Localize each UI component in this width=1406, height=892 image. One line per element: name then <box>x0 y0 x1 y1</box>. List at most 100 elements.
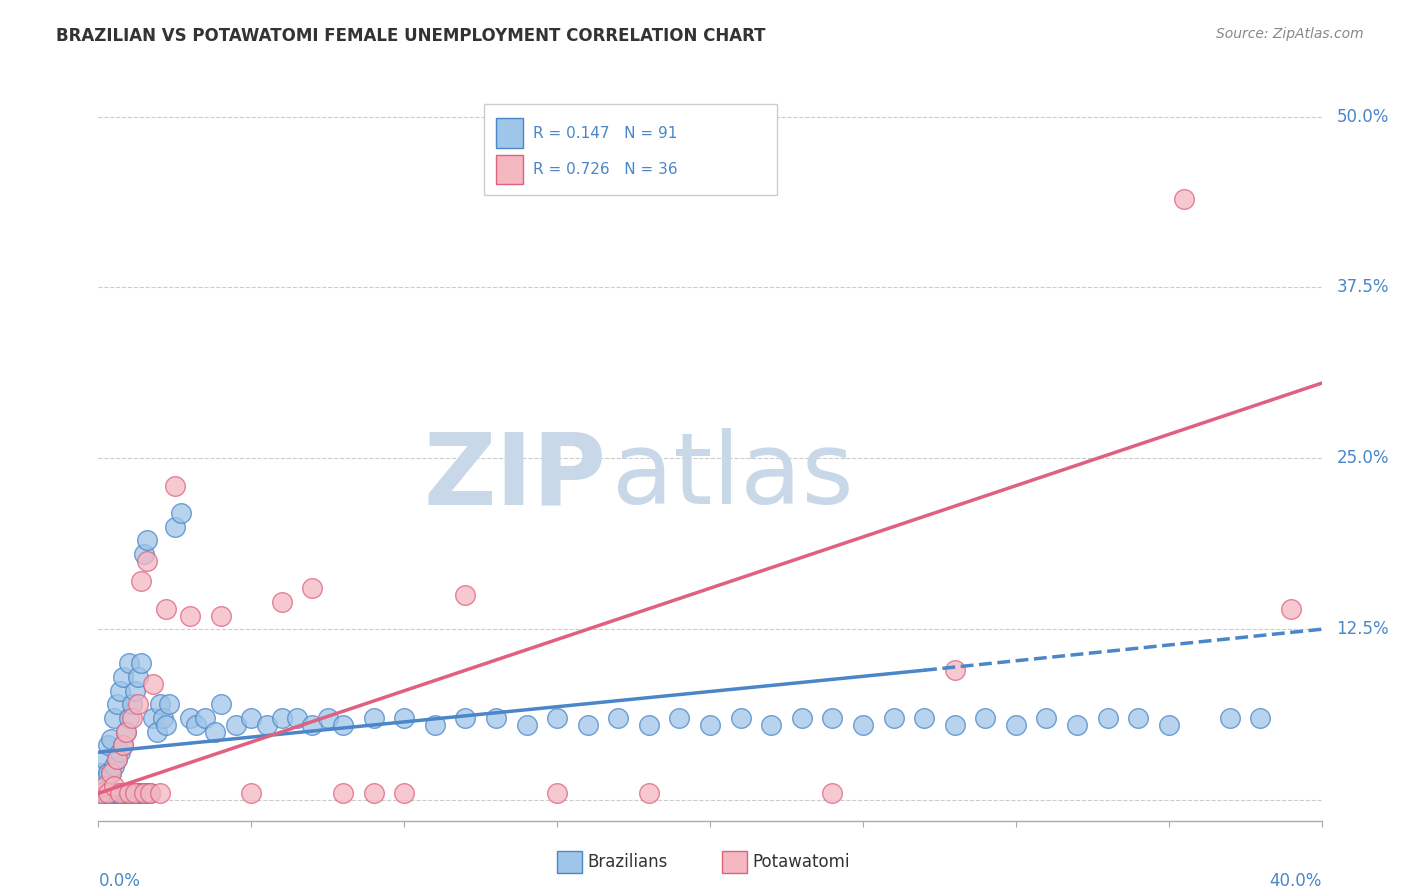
Point <box>136 533 159 548</box>
Point <box>100 765 122 780</box>
Point <box>240 711 263 725</box>
Point <box>108 786 131 800</box>
Point <box>821 786 844 800</box>
Point <box>546 711 568 725</box>
Point <box>124 683 146 698</box>
Point <box>1219 711 1241 725</box>
Point <box>139 786 162 800</box>
Point <box>149 698 172 712</box>
Point <box>301 581 323 595</box>
Text: atlas: atlas <box>612 428 853 525</box>
Point <box>127 786 149 800</box>
Point <box>124 786 146 800</box>
Point <box>100 765 122 780</box>
Point <box>111 739 134 753</box>
Point <box>790 711 813 725</box>
Point <box>105 752 128 766</box>
Point <box>974 711 997 725</box>
Point <box>852 718 875 732</box>
Point <box>111 670 134 684</box>
Point <box>134 547 156 561</box>
FancyBboxPatch shape <box>484 103 778 195</box>
Point <box>179 608 201 623</box>
Point <box>1097 711 1119 725</box>
Point <box>332 718 354 732</box>
Point <box>485 711 508 725</box>
Point <box>1004 718 1026 732</box>
Point <box>115 724 138 739</box>
Point <box>118 786 141 800</box>
Point <box>637 718 661 732</box>
Text: R = 0.147   N = 91: R = 0.147 N = 91 <box>533 126 678 141</box>
Point <box>883 711 905 725</box>
Point <box>163 478 186 492</box>
Point <box>270 595 292 609</box>
Point <box>152 711 174 725</box>
Point <box>285 711 308 725</box>
Point <box>1249 711 1271 725</box>
Point <box>423 718 446 732</box>
Point <box>142 677 165 691</box>
Point <box>111 786 134 800</box>
Point <box>943 718 966 732</box>
Point <box>127 670 149 684</box>
Point <box>699 718 721 732</box>
Text: R = 0.726   N = 36: R = 0.726 N = 36 <box>533 162 678 178</box>
Point <box>142 711 165 725</box>
Point <box>100 786 122 800</box>
Point <box>93 752 115 766</box>
Point <box>1279 601 1302 615</box>
Point <box>576 718 599 732</box>
Text: 25.0%: 25.0% <box>1336 450 1389 467</box>
Point <box>118 657 141 671</box>
Point <box>943 663 966 677</box>
Point <box>204 724 226 739</box>
Text: Brazilians: Brazilians <box>588 854 668 871</box>
Point <box>121 698 143 712</box>
Point <box>1128 711 1150 725</box>
Bar <box>557 851 582 873</box>
Point <box>93 772 115 787</box>
Point <box>105 698 128 712</box>
Point <box>139 786 162 800</box>
Point <box>115 724 138 739</box>
Point <box>136 554 159 568</box>
Point <box>759 718 782 732</box>
Point <box>108 683 131 698</box>
Point <box>121 711 143 725</box>
Point <box>392 786 416 800</box>
Point <box>1157 718 1180 732</box>
Point <box>607 711 630 725</box>
Point <box>170 506 193 520</box>
Point <box>111 739 134 753</box>
Point <box>668 711 690 725</box>
Point <box>1173 192 1195 206</box>
Point <box>157 698 180 712</box>
Point <box>97 786 120 800</box>
Text: 0.0%: 0.0% <box>98 871 141 890</box>
Point <box>100 731 122 746</box>
Text: 50.0%: 50.0% <box>1336 108 1389 126</box>
Point <box>118 786 141 800</box>
Point <box>637 786 661 800</box>
Point <box>363 786 385 800</box>
Point <box>821 711 844 725</box>
Point <box>301 718 323 732</box>
Point <box>912 711 935 725</box>
Point <box>103 759 125 773</box>
Text: Potawatomi: Potawatomi <box>752 854 851 871</box>
Point <box>163 519 186 533</box>
Point <box>97 765 120 780</box>
Point <box>516 718 538 732</box>
Point <box>1035 711 1057 725</box>
Point <box>129 657 152 671</box>
Point <box>103 786 125 800</box>
Point <box>115 786 138 800</box>
Point <box>149 786 172 800</box>
Bar <box>496 155 523 185</box>
Point <box>127 698 149 712</box>
Point <box>194 711 217 725</box>
Point <box>108 786 131 800</box>
Point <box>118 711 141 725</box>
Point <box>332 786 354 800</box>
